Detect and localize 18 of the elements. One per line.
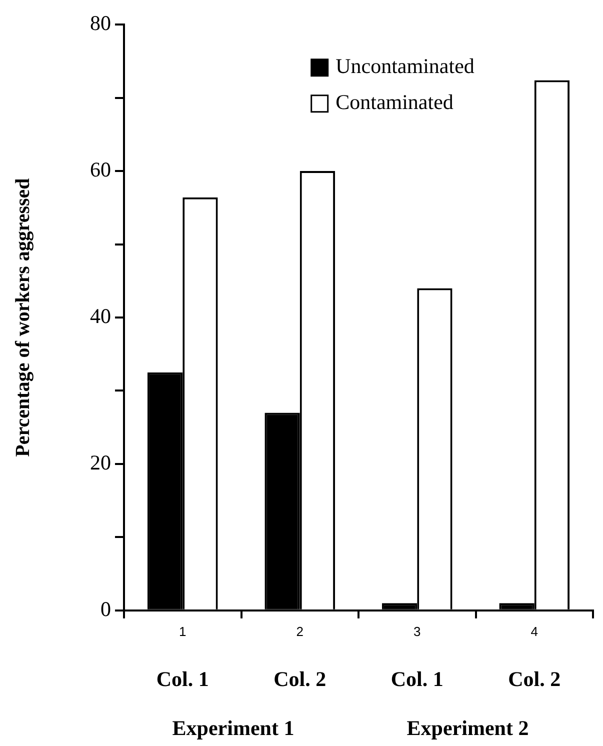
y-axis-title: Percentage of workers aggressed	[12, 178, 34, 457]
legend-label: Contaminated	[336, 90, 454, 114]
x-tick-label: 2	[296, 624, 304, 639]
x-tick-label: 3	[414, 624, 421, 639]
y-tick-label: 0	[100, 596, 111, 621]
text: Col. 2	[508, 666, 561, 691]
y-tick-label: 20	[90, 450, 111, 474]
text: Col. 1	[156, 666, 209, 691]
text: Col. 1	[390, 666, 444, 691]
x-tick-label: 1	[179, 624, 186, 639]
y-tick-label: 60	[90, 158, 111, 182]
text: Experiment 2	[406, 716, 529, 740]
text: Experiment 1	[172, 716, 294, 740]
y-tick-label: 80	[90, 11, 111, 36]
x-tick-label: 4	[530, 624, 538, 639]
text: Col. 2	[274, 666, 326, 691]
legend-label: Uncontaminated	[336, 54, 475, 78]
y-tick-label: 40	[90, 304, 111, 328]
